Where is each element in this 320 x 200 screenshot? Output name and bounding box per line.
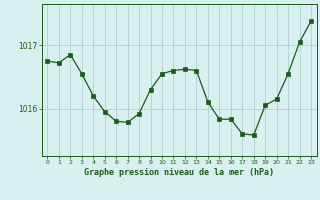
X-axis label: Graphe pression niveau de la mer (hPa): Graphe pression niveau de la mer (hPa) (84, 168, 274, 177)
